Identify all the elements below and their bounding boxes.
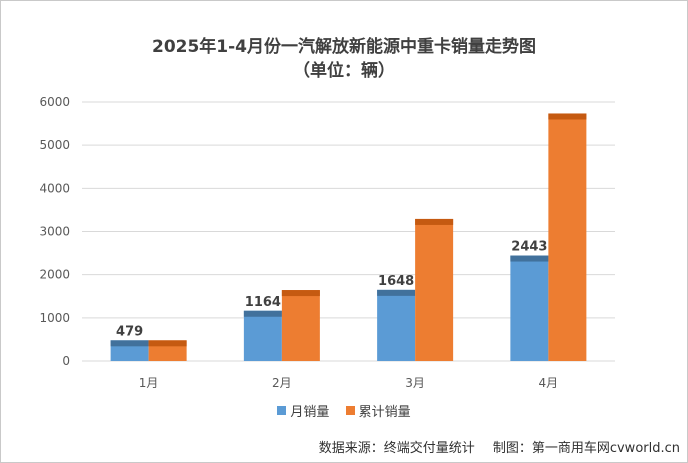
legend-label-cumulative: 累计销量 — [358, 405, 411, 420]
bar-monthly — [510, 255, 549, 361]
y-tick-label: 4000 — [39, 181, 70, 195]
legend-swatch-monthly — [277, 406, 287, 415]
legend: 月销量 累计销量 — [0, 401, 688, 420]
legend-swatch-cumulative — [345, 406, 355, 415]
footer: 数据来源：终端交付量统计 制图：第一商用车网cvworld.cn — [305, 437, 680, 456]
bar-cumulative — [281, 290, 320, 361]
bar-cap-cumulative — [281, 290, 320, 297]
bar-cumulative — [548, 113, 587, 361]
bar-cap-cumulative — [148, 340, 187, 347]
bar-cumulative — [415, 218, 454, 361]
bar-cap-monthly — [243, 310, 282, 317]
legend-item-cumulative: 累计销量 — [345, 401, 411, 420]
x-tick-label: 1月 — [139, 376, 159, 390]
y-tick-label: 6000 — [39, 95, 70, 109]
y-tick-label: 0 — [62, 354, 70, 368]
data-label: 1648 — [378, 274, 414, 289]
legend-item-monthly: 月销量 — [277, 401, 329, 420]
bar-cap-cumulative — [548, 113, 587, 120]
x-tick-label: 2月 — [272, 376, 292, 390]
x-tick-label: 4月 — [539, 376, 559, 390]
y-tick-label: 2000 — [39, 268, 70, 282]
y-tick-label: 3000 — [39, 225, 70, 239]
x-tick-label: 3月 — [405, 376, 425, 390]
chart-credit: 制图：第一商用车网cvworld.cn — [492, 441, 680, 456]
data-label: 2443 — [511, 240, 547, 255]
data-source: 数据来源：终端交付量统计 — [318, 441, 475, 456]
bar-cap-monthly — [110, 340, 149, 347]
data-label: 479 — [116, 324, 143, 339]
chart-title: 2025年1-4月份一汽解放新能源中重卡销量走势图 — [151, 37, 537, 57]
bar-monthly — [243, 310, 282, 361]
bar-cap-monthly — [510, 255, 549, 262]
y-tick-label: 1000 — [39, 311, 70, 325]
bar-cap-cumulative — [415, 218, 454, 225]
bar-cap-monthly — [377, 289, 416, 296]
data-label: 1164 — [245, 295, 281, 310]
legend-label-monthly: 月销量 — [290, 405, 330, 420]
y-tick-label: 5000 — [39, 138, 70, 152]
chart-subtitle: （单位：辆） — [293, 61, 395, 81]
bar-monthly — [377, 289, 416, 361]
